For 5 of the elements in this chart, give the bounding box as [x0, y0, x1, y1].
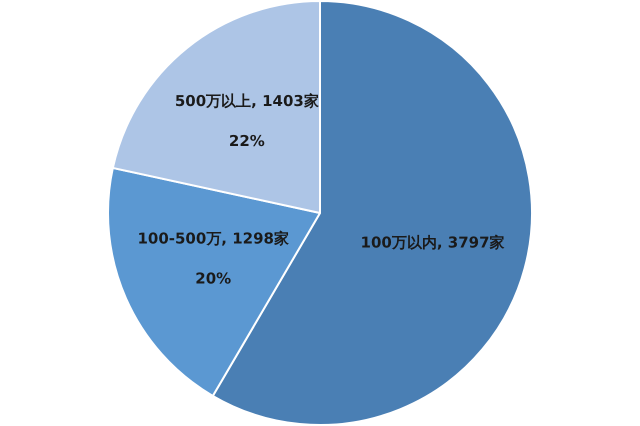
text: 22%: [228, 132, 265, 150]
category-label: 500万以上, 1403家: [174, 92, 319, 110]
slice-label: 100万以内, 3797家: [360, 233, 505, 252]
text: 20%: [195, 270, 232, 288]
category-label: 100-500万, 1298家: [137, 230, 289, 248]
